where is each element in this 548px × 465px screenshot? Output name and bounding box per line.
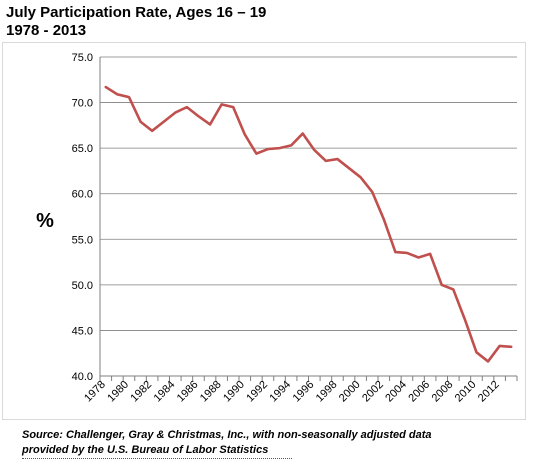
y-tick-label: 75.0 — [72, 52, 93, 64]
y-tick-label: 60.0 — [72, 189, 93, 201]
line-chart: 40.0 45.0 50.0 55.0 60.0 65.0 70.0 75.0 1978198… — [36, 52, 518, 405]
series — [104, 85, 513, 363]
y-tick-labels: 40.0 45.0 50.0 55.0 60.0 65.0 70.0 75.0 — [72, 52, 93, 383]
y-tick-label: 70.0 — [72, 98, 93, 110]
chart-area: 40.0 45.0 50.0 55.0 60.0 65.0 70.0 75.0 1978 198… — [2, 42, 526, 420]
x-tick-label: 1994 — [267, 379, 293, 405]
gridlines — [100, 56, 517, 331]
y-axis-label: % — [36, 210, 54, 232]
x-tick-label: 1984 — [152, 379, 178, 405]
y-tick-label: 40.0 — [72, 371, 93, 383]
x-tick-label: 2002 — [360, 379, 386, 405]
x-tick-label: 2004 — [383, 379, 409, 405]
x-tick-label: 2012 — [476, 379, 502, 405]
chart-title: July Participation Rate, Ages 16 – 19 — [6, 4, 267, 21]
x-tick-label: 1992 — [244, 379, 270, 405]
x-tick-label: 1986 — [175, 379, 201, 405]
source-line-1: Source: Challenger, Gray & Christmas, In… — [22, 429, 432, 441]
chart-subtitle: 1978 - 2013 — [6, 22, 87, 39]
source-line-2: provided by the U.S. Bureau of Labor Sta… — [22, 443, 292, 459]
x-tick-label: 2006 — [406, 379, 432, 405]
x-tick-label: 2010 — [453, 379, 479, 405]
series-line — [104, 85, 513, 363]
y-tick-label: 55.0 — [72, 234, 93, 246]
x-tick-labels: 1978198019821984198619881990199219941996… — [82, 379, 502, 405]
y-tick-label: 45.0 — [72, 325, 93, 337]
source-note: Source: Challenger, Gray & Christmas, In… — [22, 428, 532, 459]
y-tick-label: 65.0 — [72, 143, 93, 155]
y-tick-label: 50.0 — [72, 280, 93, 292]
axes — [99, 57, 518, 381]
x-tick-label: 1982 — [128, 379, 154, 405]
x-tick-label: 2000 — [337, 379, 363, 405]
x-tick-label: 1990 — [221, 379, 247, 405]
x-tick-label: 2008 — [430, 379, 456, 405]
x-tick-label: 1980 — [105, 379, 131, 405]
x-tick-label: 1988 — [198, 379, 224, 405]
x-tick-label: 1996 — [291, 379, 317, 405]
x-tick-label: 1998 — [314, 379, 340, 405]
